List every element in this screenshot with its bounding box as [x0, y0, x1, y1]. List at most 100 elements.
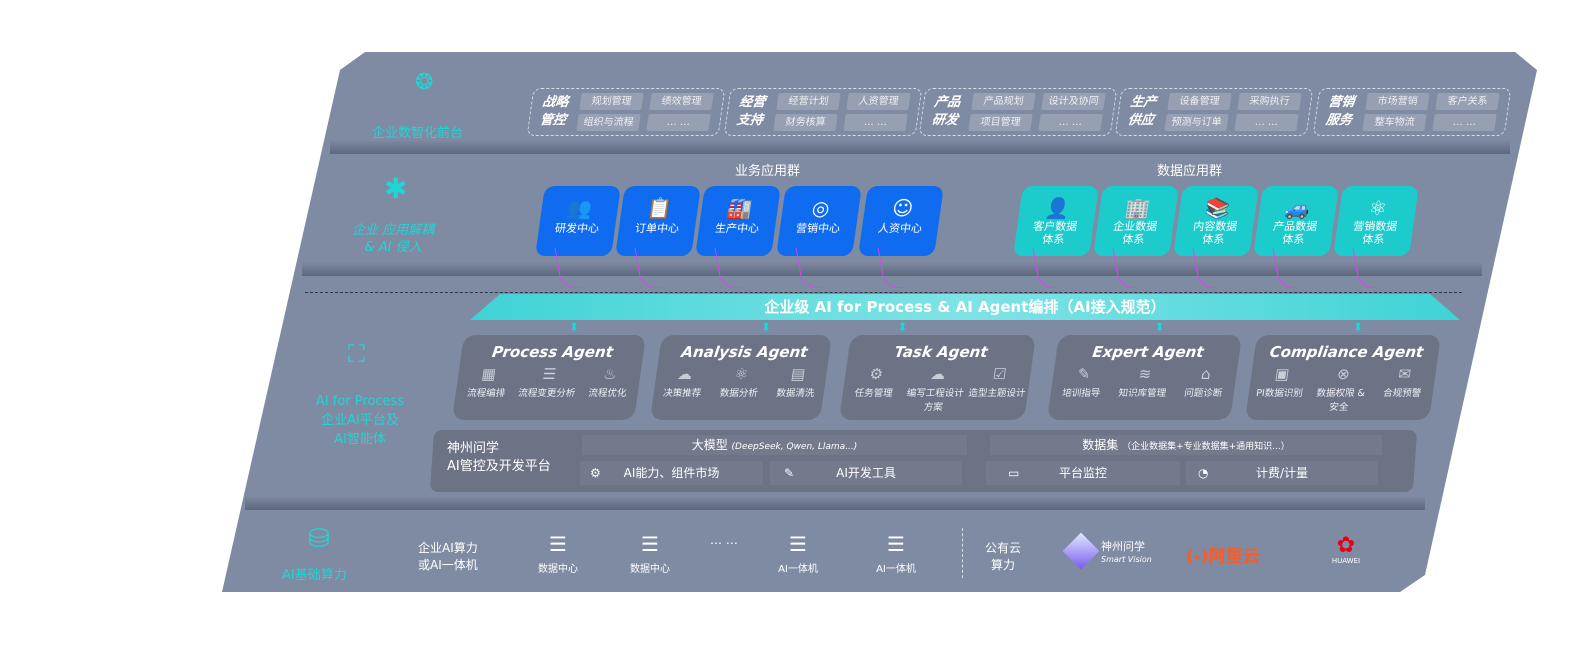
ai-orchestration-banner: 企业级 AI for Process & AI Agent编排（AI接入规范）: [470, 294, 1460, 320]
capability-icon: ♨: [602, 365, 619, 383]
server: ☰ 数据中心: [528, 532, 588, 575]
down-arrow-icon: ⬍: [1154, 320, 1165, 334]
group-tag[interactable]: … …: [646, 114, 711, 131]
group-tag[interactable]: … …: [1038, 114, 1103, 131]
front-group: 经营支持 经营计划 人资管理 财务核算 … …: [723, 88, 923, 136]
down-arrow-icon: ⬍: [1353, 320, 1364, 334]
layer-divider: [330, 140, 1510, 154]
app-tile[interactable]: 📚 内容数据体系: [1173, 186, 1259, 256]
tile-label: 营销中心: [795, 222, 841, 235]
front-layer-label: 企业数智化前台: [372, 126, 464, 141]
agent-capability: ☑ 造型主题设计: [964, 365, 1032, 413]
agent-title: Analysis Agent: [680, 343, 809, 361]
capability-label: 流程优化: [587, 388, 628, 399]
market-bar[interactable]: ⚙ AI能力、组件市场: [580, 461, 763, 485]
group-tag[interactable]: 人资管理: [846, 93, 911, 110]
clipboard-icon: 📋: [645, 196, 674, 220]
apps-layer-label: 企业 应用解耦 & AI 侵入: [352, 222, 434, 256]
group-tag[interactable]: 客户关系: [1435, 93, 1500, 110]
agent-card[interactable]: Expert Agent ✎ 培训指导 ≋ 知识库管理 ⌂ 问题诊断: [1047, 335, 1242, 420]
app-tile[interactable]: ⚛ 营销数据体系: [1333, 186, 1419, 256]
app-tile[interactable]: ◎ 营销中心: [776, 186, 862, 256]
group-tag[interactable]: … …: [1432, 114, 1497, 131]
capability-icon: ☰: [541, 365, 558, 383]
agent-capability: ⊗ 数据权限 & 安全: [1308, 365, 1375, 413]
group-tag[interactable]: 整车物流: [1362, 114, 1427, 131]
database-icon: ⛁: [308, 524, 330, 554]
capability-icon: ☁: [929, 365, 947, 383]
llm-bar: 大模型 (DeepSeek, Qwen, Llama...): [582, 435, 967, 455]
devtools-bar[interactable]: ✎ AI开发工具: [770, 461, 962, 485]
market-icon: ⚙: [590, 466, 601, 480]
billing-bar[interactable]: ◔ 计费/计量: [1186, 461, 1378, 485]
dashed-divider: [305, 292, 1462, 293]
agent-capability: ⚛ 数据分析: [710, 365, 771, 399]
enterprise-compute-label: 企业AI算力 或AI一体机: [418, 540, 478, 574]
capability-label: 培训指导: [1061, 388, 1102, 399]
gauge-icon: ◔: [1198, 466, 1209, 480]
brain-icon: ❂: [415, 70, 434, 95]
llm-label: 大模型: [691, 438, 728, 452]
group-tag[interactable]: 财务核算: [773, 114, 838, 131]
ai-layer-label: AI for Process 企业AI平台及 AI智能体: [310, 392, 410, 449]
layer-divider: [245, 496, 1425, 510]
group-tag[interactable]: 规划管理: [579, 93, 644, 110]
agent-capability: ☁ 决策推荐: [653, 365, 714, 399]
agent-card[interactable]: Analysis Agent ☁ 决策推荐 ⚛ 数据分析 ▤ 数据清洗: [650, 335, 832, 420]
capability-label: PI数据识别: [1255, 388, 1304, 399]
capability-label: 决策推荐: [662, 388, 702, 399]
capability-icon: ⌂: [1199, 365, 1213, 383]
building-icon: 🏢: [1123, 196, 1152, 220]
group-title: 经营支持: [735, 95, 767, 128]
agent-capability: ▤ 数据清洗: [767, 365, 828, 399]
huawei-text: HUAWEI: [1331, 557, 1361, 565]
app-tile[interactable]: 🏭 生产中心: [695, 186, 781, 256]
agent-capability: ▦ 流程编排: [455, 365, 520, 399]
agent-card[interactable]: Task Agent ⚙ 任务管理 ☁ 编写工程设计方案 ☑ 造型主题设计: [839, 335, 1036, 420]
agent-card[interactable]: Compliance Agent ▣ PI数据识别 ⊗ 数据权限 & 安全 ✉ 合规预警: [1245, 335, 1441, 420]
app-tile[interactable]: 🚙 产品数据体系: [1253, 186, 1339, 256]
agent-card[interactable]: Process Agent ▦ 流程编排 ☰ 流程变更分析 ♨ 流程优化: [452, 335, 646, 420]
label-line: AI智能体: [334, 432, 386, 447]
books-icon: 📚: [1203, 196, 1232, 220]
tile-label: 研发中心: [554, 222, 600, 235]
group-tag[interactable]: 采购执行: [1237, 93, 1302, 110]
monitor-bar[interactable]: ▭ 平台监控: [986, 461, 1180, 485]
group-tag[interactable]: 产品规划: [971, 93, 1036, 110]
agent-title: Compliance Agent: [1268, 343, 1425, 361]
devtools-icon: ✎: [784, 466, 795, 480]
group-tag[interactable]: 项目管理: [968, 114, 1033, 131]
server-label: 数据中心: [538, 564, 578, 575]
group-tag[interactable]: 绩效管理: [649, 93, 714, 110]
group-tag[interactable]: … …: [843, 114, 908, 131]
capability-label: 流程编排: [466, 388, 506, 399]
agent-capability: ✎ 培训指导: [1050, 365, 1115, 399]
group-tag[interactable]: 经营计划: [776, 93, 841, 110]
app-tile[interactable]: 👤 客户数据体系: [1013, 186, 1099, 256]
capability-label: 数据权限 & 安全: [1315, 388, 1366, 413]
capability-icon: ☁: [676, 365, 694, 383]
server: ☰ AI一体机: [768, 532, 828, 575]
app-tile[interactable]: 👥 研发中心: [535, 186, 621, 256]
tile-label: 营销数据体系: [1352, 220, 1399, 246]
llm-note: (DeepSeek, Qwen, Llama...): [731, 442, 858, 452]
app-tile[interactable]: 📋 订单中心: [615, 186, 701, 256]
group-tag[interactable]: … …: [1234, 114, 1299, 131]
group-tag[interactable]: 预测与订单: [1164, 114, 1229, 131]
group-tag[interactable]: 组织与流程: [576, 114, 641, 131]
group-tag[interactable]: 设计及协同: [1041, 93, 1106, 110]
label-line: 企业AI平台及: [321, 413, 399, 428]
label-line: 算力: [991, 558, 1016, 572]
atom-icon: ⚛: [1367, 196, 1389, 220]
agent-capability: ⌂ 问题诊断: [1172, 365, 1237, 399]
down-arrow-icon: ⬍: [761, 320, 772, 334]
app-tile[interactable]: ☺ 人资中心: [858, 186, 944, 256]
front-group: 产品研发 产品规划 设计及协同 项目管理 … …: [918, 88, 1118, 136]
monitor-icon: ▭: [1008, 466, 1020, 480]
group-tag[interactable]: 设备管理: [1167, 93, 1232, 110]
agent-items: ▦ 流程编排 ☰ 流程变更分析 ♨ 流程优化: [455, 365, 642, 399]
front-group: 生产供应 设备管理 采购执行 预测与订单 … …: [1114, 88, 1314, 136]
group-tag[interactable]: 市场营销: [1365, 93, 1430, 110]
capability-label: 知识库管理: [1117, 388, 1167, 399]
app-tile[interactable]: 🏢 企业数据体系: [1093, 186, 1179, 256]
